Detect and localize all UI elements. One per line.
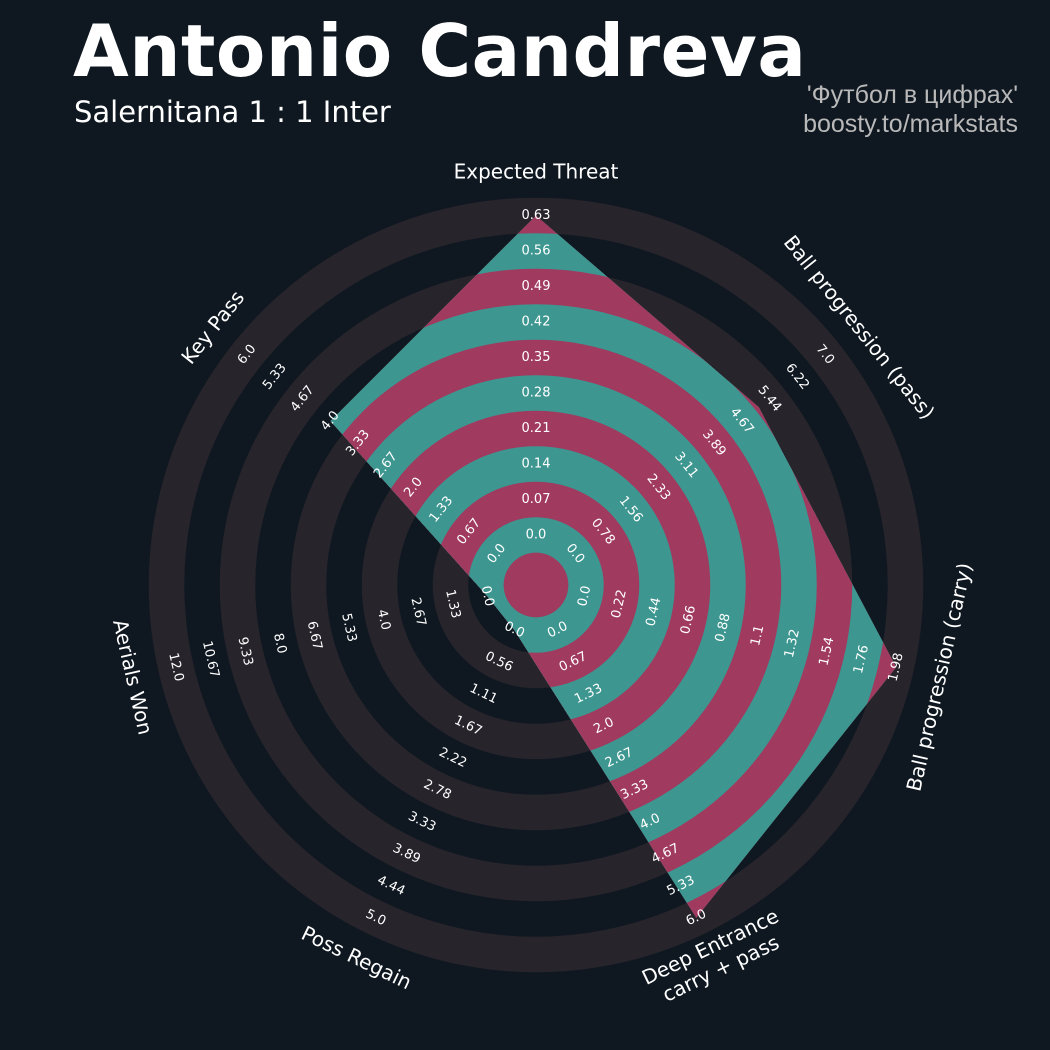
- tick-label: 1.1: [748, 624, 767, 648]
- tick-label: 0.88: [713, 612, 734, 644]
- tick-label: 0.07: [522, 492, 551, 507]
- tick-label: 0.0: [575, 584, 594, 608]
- credit-block: 'Футбол в цифрах' boosty.to/markstats: [803, 81, 1018, 139]
- tick-label: 0.44: [643, 596, 664, 628]
- tick-label: 2.67: [408, 596, 429, 628]
- tick-label: 0.56: [522, 244, 551, 259]
- tick-label: 9.33: [234, 636, 255, 668]
- tick-label: 12.0: [165, 651, 186, 683]
- param-label: Expected Threat: [454, 160, 619, 184]
- tick-label: 0.14: [522, 457, 551, 472]
- tick-label: 4.0: [374, 608, 393, 632]
- tick-label: 0.49: [522, 279, 551, 294]
- tick-label: 0.63: [522, 208, 551, 223]
- param-label-line: Aerials Won: [108, 617, 158, 737]
- param-label-line: Expected Threat: [454, 160, 619, 184]
- tick-label: 1.98: [886, 651, 907, 683]
- param-label: Aerials Won: [108, 617, 158, 737]
- player-name-title: Antonio Candreva: [73, 9, 807, 93]
- tick-labels: 0.0 0.07 0.14 0.21 0.28 0.35 0.42 0.49 0.56 0.63 0…: [165, 208, 907, 929]
- tick-label: 0.0: [526, 528, 547, 543]
- value-fill-ring: [503, 552, 569, 618]
- tick-label: 0.22: [609, 588, 630, 620]
- tick-label: 5.33: [338, 612, 359, 644]
- tick-label: 1.32: [782, 628, 803, 660]
- match-subtitle: Salernitana 1 : 1 Inter: [74, 95, 391, 129]
- credit-line-2: boosty.to/markstats: [803, 110, 1018, 138]
- tick-label: 0.42: [522, 315, 551, 330]
- tick-label: 0.35: [522, 350, 551, 365]
- tick-label: 0.0: [478, 584, 497, 608]
- tick-label: 0.28: [522, 386, 551, 401]
- tick-label: 6.67: [304, 620, 325, 652]
- tick-label: 0.21: [522, 421, 551, 436]
- tick-label: 1.76: [851, 644, 872, 676]
- tick-label: 8.0: [270, 632, 289, 656]
- credit-line-1: 'Футбол в цифрах': [806, 81, 1018, 109]
- tick-label: 1.54: [816, 636, 837, 668]
- tick-label: 1.33: [442, 588, 463, 620]
- tick-label: 0.66: [678, 604, 699, 636]
